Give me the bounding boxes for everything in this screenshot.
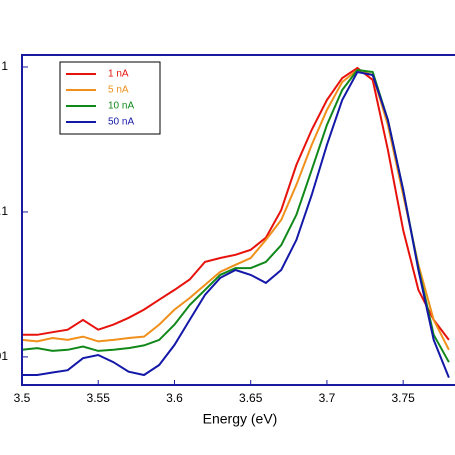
x-axis-label: Energy (eV) — [203, 411, 278, 427]
y-tick-label: 0.1 — [0, 204, 8, 218]
y-tick-label: 0.01 — [0, 349, 8, 363]
x-tick-label: 3.55 — [87, 391, 111, 405]
y-tick-label: 1 — [1, 59, 8, 73]
legend-label: 1 nA — [108, 69, 129, 80]
series-line — [22, 70, 450, 378]
x-tick-label: 3.75 — [391, 391, 415, 405]
plot-lines — [22, 66, 450, 378]
x-tick-label: 3.7 — [319, 391, 336, 405]
x-tick-label: 3.6 — [166, 391, 183, 405]
legend-label: 50 nA — [108, 117, 134, 128]
legend-label: 10 nA — [108, 101, 134, 112]
frame — [21, 54, 455, 386]
series-line — [22, 66, 450, 341]
legend-label: 5 nA — [108, 85, 129, 96]
x-tick-label: 3.65 — [239, 391, 263, 405]
x-tick-label: 3.5 — [14, 391, 31, 405]
